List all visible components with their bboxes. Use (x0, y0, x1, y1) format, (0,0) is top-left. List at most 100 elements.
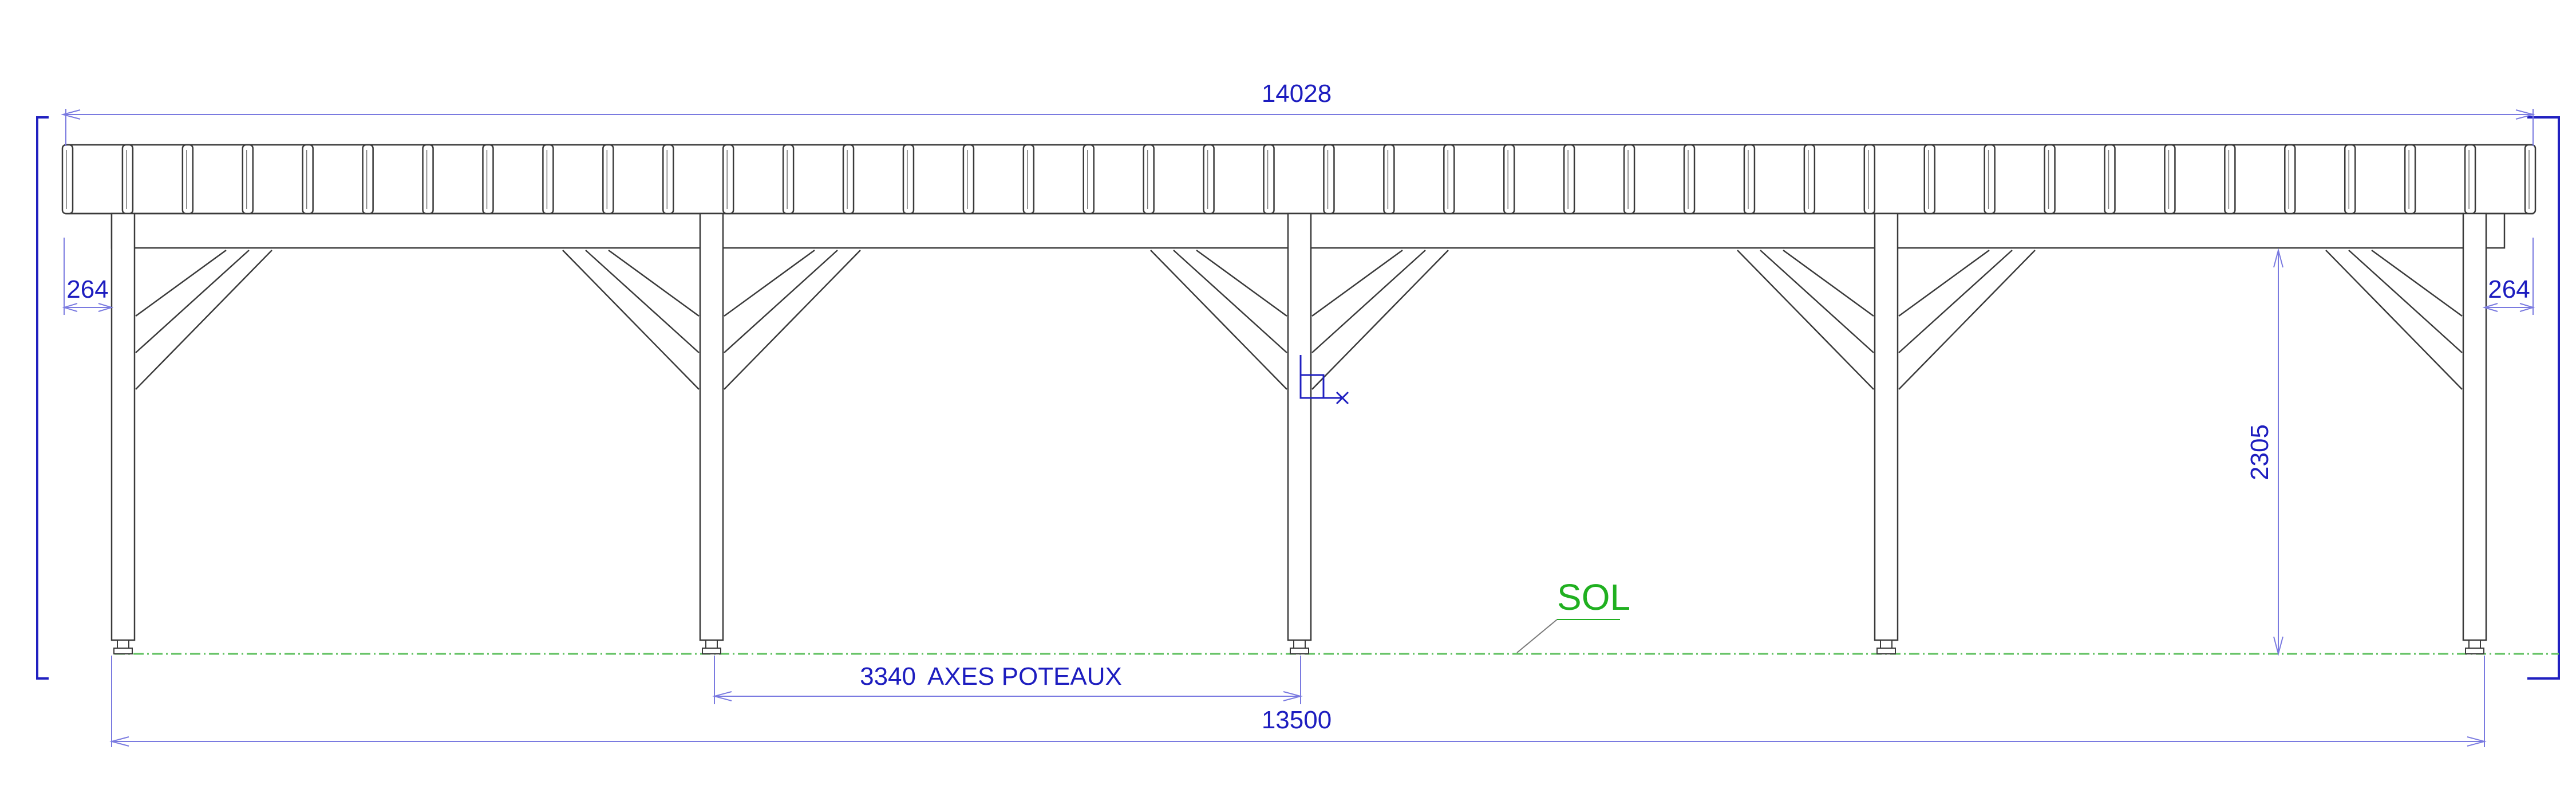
brace (135, 250, 272, 390)
brace (724, 250, 838, 353)
overhang-left-label: 264 (66, 275, 108, 303)
dimension-post-axis-total: 13500 (109, 656, 2487, 747)
rafter (542, 144, 554, 215)
height-label: 2305 (2246, 424, 2274, 480)
dimension-overhang-right: 264 (2482, 238, 2535, 315)
rafter (1743, 144, 1756, 215)
post-axis-spacing-caption: AXES POTEAUX (927, 662, 1122, 690)
brace (724, 249, 815, 317)
rafter (1383, 144, 1395, 215)
rafter (1984, 144, 1996, 215)
post (110, 212, 136, 641)
post-base (1876, 648, 1896, 654)
post-foot (1880, 640, 1893, 649)
post (2462, 212, 2487, 641)
post-foot (2468, 640, 2481, 649)
rafter (362, 144, 374, 215)
rafter (1203, 144, 1215, 215)
brace (1898, 249, 1990, 317)
rafter (842, 144, 855, 215)
rafter (1263, 144, 1275, 215)
rafter (1082, 144, 1095, 215)
ucs-axis-icon (1299, 355, 1349, 405)
brace (585, 250, 700, 353)
rafter (1863, 144, 1876, 215)
post (699, 212, 724, 641)
rafter (2464, 144, 2476, 215)
rafter (1022, 144, 1035, 215)
rafter (1503, 144, 1515, 215)
brace (2371, 249, 2463, 317)
rafter (61, 144, 74, 215)
rafter (121, 144, 134, 215)
brace (1898, 250, 2013, 353)
post-base (1290, 648, 1309, 654)
rafter (602, 144, 614, 215)
rafter (662, 144, 674, 215)
rafter (962, 144, 975, 215)
rafter (1803, 144, 1816, 215)
rafter (1923, 144, 1935, 215)
drawing-frame (36, 116, 2560, 680)
post-base (2465, 648, 2484, 654)
rafter (2104, 144, 2116, 215)
overall-length-label: 14028 (1262, 80, 1332, 108)
rafter (2524, 144, 2537, 215)
brace-group (135, 249, 2463, 390)
dimension-post-axis-spacing: 3340 AXES POTEAUX (712, 656, 1303, 704)
rafter (422, 144, 434, 215)
rafter (1683, 144, 1696, 215)
ground-annotation: SOL (1516, 577, 1630, 653)
brace (724, 250, 861, 390)
brace (608, 249, 700, 317)
rafter (1623, 144, 1635, 215)
rafter (1143, 144, 1155, 215)
rafter (1323, 144, 1335, 215)
post-foot (1293, 640, 1306, 649)
brace (135, 250, 250, 353)
brace (2348, 250, 2463, 353)
post-group (110, 212, 2487, 654)
post-base (702, 648, 721, 654)
rafter (482, 144, 494, 215)
rafter (2404, 144, 2416, 215)
post-foot (117, 640, 129, 649)
dimension-overall-length: 14028 (61, 80, 2535, 146)
brace (135, 249, 227, 317)
rafter (2224, 144, 2236, 215)
ground-label: SOL (1557, 577, 1630, 618)
rafter (2344, 144, 2356, 215)
brace (1173, 250, 1287, 353)
brace (562, 250, 700, 390)
brace (1311, 250, 1426, 353)
post-foot (705, 640, 718, 649)
brace (2325, 250, 2463, 390)
rafter (902, 144, 915, 215)
brace (1150, 250, 1287, 390)
brace (1311, 250, 1449, 390)
rafter (2044, 144, 2056, 215)
rafter-group (61, 144, 2537, 215)
rafter (1443, 144, 1455, 215)
overhang-right-label: 264 (2488, 275, 2530, 303)
post (1874, 212, 1899, 641)
brace (1737, 250, 1874, 390)
dimension-height: 2305 (2246, 248, 2283, 656)
brace (1760, 250, 1874, 353)
post (1287, 212, 1312, 641)
rafter (302, 144, 314, 215)
post-base (113, 648, 133, 654)
rafter (2284, 144, 2296, 215)
post-axis-total-label: 13500 (1262, 706, 1332, 734)
rafter (782, 144, 795, 215)
brace (1196, 249, 1287, 317)
post-axis-spacing-label: 3340 (860, 662, 916, 690)
brace (1311, 249, 1403, 317)
brace (1783, 249, 1874, 317)
brace (1898, 250, 2036, 390)
rafter (2164, 144, 2176, 215)
rafter (242, 144, 254, 215)
rafter (181, 144, 194, 215)
dimension-overhang-left: 264 (62, 238, 114, 315)
